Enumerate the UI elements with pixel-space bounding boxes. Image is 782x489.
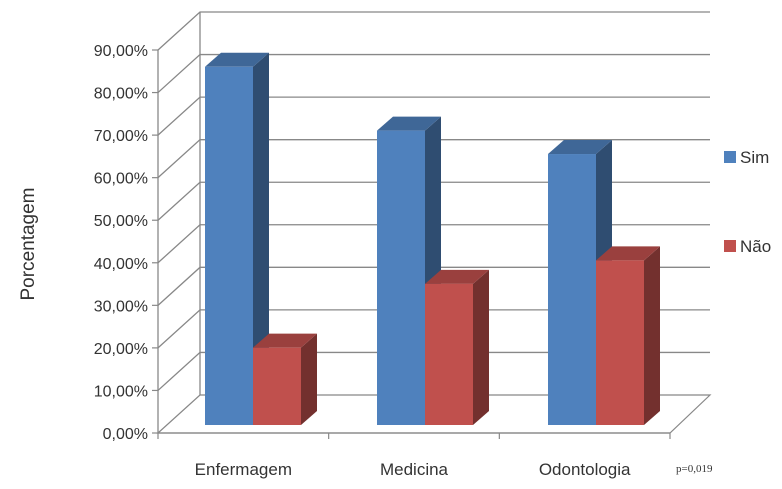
bar-front-face <box>425 283 473 425</box>
bar-front-face <box>548 154 596 425</box>
axes <box>152 12 671 439</box>
bar-front-face <box>205 66 253 426</box>
bar-top-face <box>548 140 612 155</box>
y-tick-label: 50,00% <box>94 213 148 230</box>
y-tick-label: 70,00% <box>94 128 148 145</box>
y-tick-label: 60,00% <box>94 171 148 188</box>
bar-side-face <box>473 269 489 425</box>
x-tick-labels: Enfermagem Medicina Odontologia <box>195 460 631 479</box>
bar-no-medicina <box>425 269 489 425</box>
bar-top-face <box>596 246 660 261</box>
bar-no-enfermagem <box>253 333 317 425</box>
bar-side-face <box>301 333 317 425</box>
x-tick-label: Enfermagem <box>195 460 292 479</box>
bar-front-face <box>377 130 425 425</box>
bar-top-face <box>377 116 441 131</box>
bars <box>205 52 660 426</box>
y-tick-label: 90,00% <box>94 43 148 60</box>
y-tick-label: 40,00% <box>94 256 148 273</box>
bar-front-face <box>253 347 301 425</box>
y-tick-label: 10,00% <box>94 383 148 400</box>
y-axis-title: Porcentagem <box>18 187 39 300</box>
bar-top-face <box>425 269 489 284</box>
y-tick-label: 30,00% <box>94 298 148 315</box>
bar-top-face <box>253 333 317 348</box>
bar-no-odontologia <box>596 246 660 425</box>
legend-label: Não <box>740 237 771 256</box>
legend-label: Sim <box>740 148 769 167</box>
p-value-annotation: p=0,019 <box>676 463 713 475</box>
legend-swatch <box>724 240 736 252</box>
y-tick-label: 80,00% <box>94 86 148 103</box>
bar-side-face <box>253 52 269 426</box>
y-tick-label: 0,00% <box>103 426 148 443</box>
bar-top-face <box>205 52 269 67</box>
y-tick-label: 20,00% <box>94 341 148 358</box>
bar-sim-odontologia <box>548 140 612 425</box>
legend: Sim Não <box>724 148 771 256</box>
bar-front-face <box>596 260 644 425</box>
bar-side-face <box>644 246 660 425</box>
bar-sim-enfermagem <box>205 52 269 426</box>
x-tick-label: Odontologia <box>539 460 631 479</box>
legend-swatch <box>724 151 736 163</box>
x-tick-label: Medicina <box>380 460 449 479</box>
y-tick-labels: 0,00% 10,00% 20,00% 30,00% 40,00% 50,00% 60,00… <box>94 43 148 443</box>
